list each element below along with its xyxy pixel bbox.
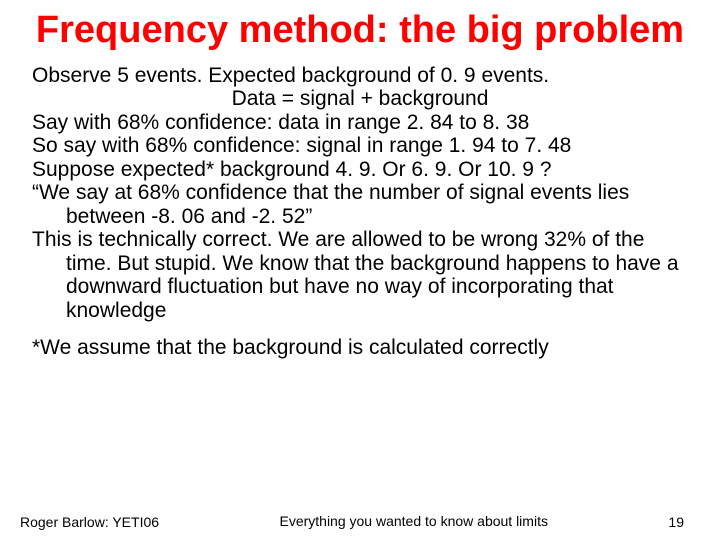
footer: Roger Barlow: YETI06 Everything you want… [0, 514, 720, 530]
footnote: *We assume that the background is calcul… [32, 336, 688, 360]
slide-title: Frequency method: the big problem [32, 10, 688, 52]
body-line: Suppose expected* background 4. 9. Or 6.… [32, 158, 688, 182]
body-line: Say with 68% confidence: data in range 2… [32, 111, 688, 135]
body-line: This is technically correct. We are allo… [32, 228, 688, 322]
body-text: Observe 5 events. Expected background of… [32, 64, 688, 323]
body-line: Observe 5 events. Expected background of… [32, 64, 688, 88]
slide: Frequency method: the big problem Observ… [0, 0, 720, 540]
page-number: 19 [668, 514, 684, 530]
body-line: “We say at 68% confidence that the numbe… [32, 181, 688, 228]
footer-subtitle: Everything you wanted to know about limi… [279, 514, 547, 529]
footer-author: Roger Barlow: YETI06 [20, 514, 159, 530]
body-line: So say with 68% confidence: signal in ra… [32, 134, 688, 158]
body-line: Data = signal + background [32, 87, 688, 111]
